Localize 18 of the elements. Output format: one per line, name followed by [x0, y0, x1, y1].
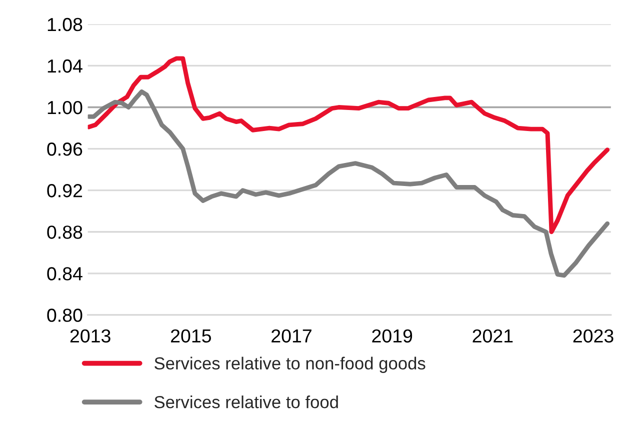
- y-tick-label: 0.96: [47, 142, 82, 156]
- y-tick-label: 0.92: [47, 184, 82, 198]
- x-tick-label: 2015: [171, 329, 211, 343]
- y-tick-label: 1.08: [48, 18, 82, 32]
- x-tick-label: 2013: [70, 329, 110, 343]
- x-tick-label: 2019: [372, 329, 412, 343]
- y-tick-label: 0.88: [47, 226, 82, 239]
- y-tick-label: 1.00: [48, 100, 82, 114]
- legend-label: Services relative to food: [154, 396, 338, 408]
- y-tick-label: 0.80: [47, 308, 82, 322]
- x-tick-label: 2021: [472, 329, 513, 343]
- line-series: [88, 89, 610, 278]
- y-tick-label: 1.04: [48, 59, 82, 73]
- x-tick-label: 2023: [573, 329, 614, 343]
- legend-label: Services relative to non-food goods: [154, 356, 426, 373]
- line-series: [88, 56, 610, 234]
- y-tick-label: 0.84: [47, 267, 82, 280]
- x-tick-label: 2017: [272, 329, 312, 343]
